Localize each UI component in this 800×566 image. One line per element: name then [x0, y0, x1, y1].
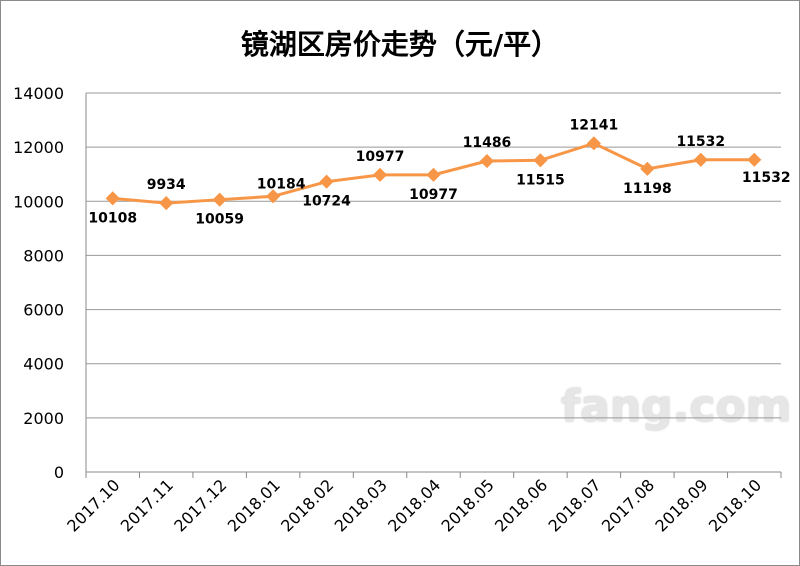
- data-label: 11515: [516, 172, 565, 188]
- y-tick-label: 14000: [13, 84, 64, 103]
- x-tick-label: 2017.12: [170, 475, 230, 535]
- data-point: [212, 192, 227, 207]
- data-point: [266, 189, 281, 204]
- x-tick-label: 2017.10: [63, 475, 123, 535]
- y-tick-label: 2000: [23, 409, 64, 428]
- chart-title: 镜湖区房价走势（元/平）: [240, 28, 560, 61]
- data-label: 10977: [356, 149, 405, 165]
- data-label: 10977: [409, 187, 458, 203]
- data-point: [586, 136, 601, 151]
- data-label: 12141: [570, 117, 619, 133]
- x-tick-label: 2018.01: [224, 475, 284, 535]
- data-label: 10184: [257, 176, 306, 192]
- x-tick-label: 2018.04: [384, 475, 444, 535]
- data-label: 9934: [147, 177, 186, 193]
- data-point: [319, 174, 334, 189]
- data-label: 10724: [302, 194, 351, 210]
- x-tick-label: 2018.03: [331, 475, 391, 535]
- data-point: [747, 152, 762, 167]
- y-tick-label: 12000: [13, 138, 64, 157]
- x-tick-label: 2017.08: [598, 475, 658, 535]
- data-point: [105, 191, 120, 206]
- watermark-logo: fang.com: [561, 381, 792, 432]
- y-tick-label: 6000: [23, 301, 64, 320]
- data-point: [372, 167, 388, 182]
- x-tick-label: 2018.05: [438, 475, 498, 535]
- x-tick-label: 2017.11: [117, 475, 177, 535]
- data-point: [533, 153, 548, 168]
- x-tick-label: 2018.10: [705, 475, 765, 535]
- data-label: 11198: [623, 181, 672, 197]
- y-tick-label: 8000: [23, 246, 64, 265]
- data-point: [693, 152, 708, 167]
- data-label: 11532: [742, 170, 791, 186]
- data-label: 10059: [195, 212, 244, 228]
- x-tick-label: 2018.07: [544, 475, 604, 535]
- data-point: [159, 196, 174, 211]
- x-tick-label: 2018.06: [491, 475, 551, 535]
- x-tick-label: 2018.02: [277, 475, 337, 535]
- y-tick-label: 0: [54, 463, 64, 482]
- x-tick-label: 2018.09: [651, 475, 711, 535]
- data-label: 10108: [88, 210, 137, 226]
- data-label: 11486: [463, 135, 512, 151]
- data-point: [426, 167, 441, 182]
- data-point: [640, 161, 655, 176]
- data-label: 11532: [676, 134, 725, 150]
- y-tick-label: 10000: [13, 192, 64, 211]
- data-point: [479, 153, 495, 169]
- y-tick-label: 4000: [23, 355, 64, 374]
